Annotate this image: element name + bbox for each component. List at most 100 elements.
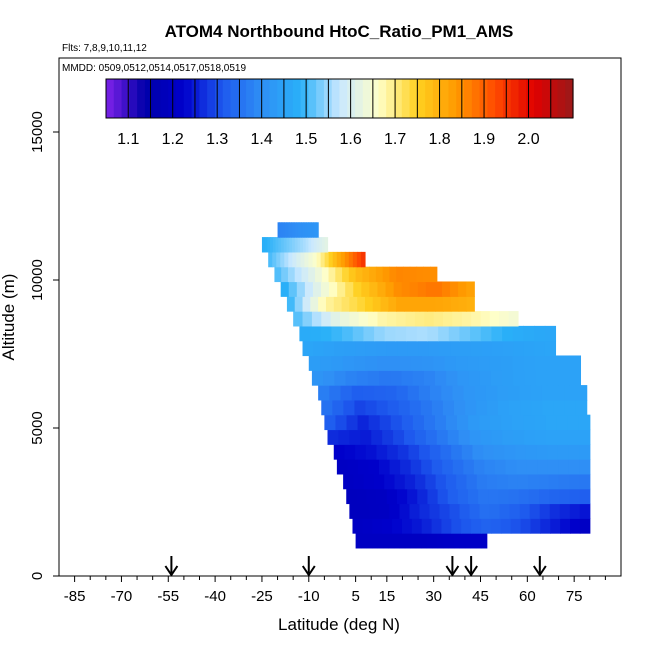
colorbar-tick-label: 1.7 — [384, 131, 406, 148]
heatmap-cell — [540, 518, 551, 534]
heatmap-cell — [349, 503, 360, 519]
heatmap-cell — [523, 414, 536, 431]
colorbar-segment — [331, 79, 341, 118]
heatmap-cell — [283, 237, 288, 253]
heatmap-cell — [294, 266, 303, 283]
heatmap-cell — [368, 311, 379, 327]
heatmap-cell — [390, 370, 403, 386]
flights-label: Flts: 7,8,9,10,11,12 — [62, 43, 147, 54]
heatmap-cell — [536, 444, 548, 460]
heatmap-cell — [287, 222, 290, 238]
heatmap-cell — [374, 325, 386, 342]
heatmap-cell — [443, 311, 453, 327]
heatmap-cell — [365, 355, 378, 371]
heatmap-cell — [470, 533, 477, 549]
heatmap-cell — [374, 385, 386, 401]
heatmap-cell — [377, 311, 388, 327]
heatmap-cell — [553, 399, 566, 416]
heatmap-cell — [469, 429, 482, 445]
heatmap-cell — [421, 533, 428, 549]
heatmap-cell — [402, 266, 411, 283]
heatmap-cell — [278, 237, 282, 253]
heatmap-cell — [344, 340, 356, 357]
heatmap-cell — [324, 237, 329, 253]
heatmap-cell — [489, 503, 501, 519]
heatmap-cell — [284, 251, 289, 268]
heatmap-cell — [336, 459, 349, 475]
heatmap-cell — [346, 414, 359, 431]
heatmap-cell — [498, 399, 510, 416]
heatmap-cell — [388, 296, 397, 312]
heatmap-cell — [331, 355, 344, 371]
heatmap-cell — [397, 444, 410, 460]
heatmap-cell — [560, 518, 571, 534]
heatmap-cell — [500, 518, 512, 534]
colorbar-segment — [152, 79, 162, 118]
heatmap-cell — [272, 237, 277, 253]
heatmap-cell — [365, 444, 378, 460]
heatmap-cell — [404, 473, 416, 490]
heatmap-cell — [476, 399, 488, 416]
heatmap-cell — [520, 518, 532, 534]
heatmap-cell — [377, 281, 387, 297]
heatmap-cell — [294, 296, 304, 312]
heatmap-cells — [261, 222, 591, 549]
heatmap-cell — [427, 296, 436, 312]
colorbar-segment — [300, 79, 309, 118]
heatmap-cell — [447, 429, 460, 445]
heatmap-cell — [379, 370, 391, 386]
heatmap-cell — [460, 340, 472, 357]
heatmap-cell — [431, 459, 443, 475]
heatmap-cell — [404, 296, 413, 312]
heatmap-cell — [390, 414, 403, 431]
heatmap-cell — [430, 385, 442, 401]
heatmap-cell — [333, 296, 343, 312]
heatmap-cell — [535, 429, 547, 445]
heatmap-cell — [418, 385, 431, 401]
heatmap-cell — [311, 222, 314, 238]
heatmap-cell — [465, 399, 477, 416]
heatmap-cell — [480, 311, 491, 327]
heatmap-cell — [311, 311, 322, 327]
arrow-head — [532, 565, 547, 577]
heatmap-cell — [416, 266, 424, 283]
heatmap-cell — [488, 488, 500, 505]
heatmap-cell — [502, 370, 514, 386]
heatmap-cell — [417, 488, 429, 505]
heatmap-cell — [320, 355, 333, 371]
heatmap-cell — [442, 399, 455, 416]
colorbar-segment — [246, 79, 255, 118]
heatmap-cell — [479, 414, 491, 431]
heatmap-cell — [434, 370, 447, 386]
heatmap-cell — [385, 385, 398, 401]
heatmap-cell — [353, 473, 365, 490]
y-axis-label: Altitude (m) — [0, 274, 18, 361]
colorbar-segment — [144, 79, 154, 118]
heatmap-cell — [401, 518, 413, 534]
heatmap-cell — [569, 370, 582, 386]
heatmap-cell — [549, 488, 560, 505]
heatmap-cell — [284, 222, 287, 238]
heatmap-cell — [423, 266, 431, 283]
heatmap-cell — [410, 533, 417, 549]
heatmap-cell — [401, 414, 414, 431]
heatmap-cell — [382, 533, 389, 549]
heatmap-cell — [268, 251, 273, 268]
heatmap-cell — [459, 533, 466, 549]
arrow-head — [464, 565, 478, 577]
heatmap-cell — [299, 222, 302, 238]
heatmap-cell — [538, 473, 550, 490]
heatmap-cell — [372, 533, 379, 549]
colorbar-segment — [261, 79, 271, 118]
heatmap-cell — [389, 503, 401, 519]
colorbar-segment — [526, 79, 535, 118]
heatmap-cell — [466, 473, 478, 490]
colorbar-segment — [495, 79, 504, 118]
heatmap-cell — [442, 459, 454, 475]
heatmap-cell — [349, 429, 361, 445]
heatmap-cell — [547, 459, 559, 475]
colorbar-tick-label: 1.8 — [428, 131, 450, 148]
y-axis: 0 5000 10000 15000 — [29, 111, 59, 580]
heatmap-cell — [376, 488, 388, 505]
heatmap-cell — [342, 266, 350, 283]
